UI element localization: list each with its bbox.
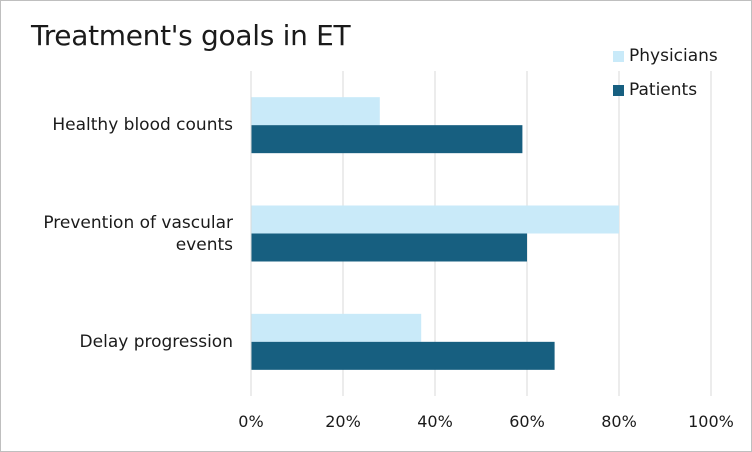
x-tick-label-5: 100% [688, 412, 734, 431]
chart-title: Treatment's goals in ET [31, 19, 351, 52]
category-label-0: Healthy blood counts [52, 115, 233, 136]
bar-physicians-1 [251, 205, 619, 234]
legend-swatch-patients [613, 84, 624, 96]
legend-swatch-physicians [613, 50, 624, 62]
bar-physicians-0 [251, 97, 380, 126]
x-tick-label-4: 80% [601, 412, 637, 431]
bar-patients-0 [251, 125, 523, 154]
bar-physicians-2 [251, 313, 422, 342]
category-label-1: Prevention of vascular events [43, 212, 233, 255]
x-tick-label-0: 0% [238, 412, 263, 431]
category-label-2: Delay progression [79, 331, 233, 352]
bar-patients-1 [251, 233, 527, 262]
chart-legend: Physicians Patients [613, 39, 718, 107]
legend-label-physicians: Physicians [629, 46, 718, 66]
legend-item-physicians: Physicians [613, 39, 718, 73]
x-tick-label-3: 60% [509, 412, 545, 431]
legend-item-patients: Patients [613, 73, 718, 107]
x-tick-label-1: 20% [325, 412, 361, 431]
bar-patients-2 [251, 341, 555, 370]
legend-label-patients: Patients [629, 80, 698, 100]
x-tick-label-2: 40% [417, 412, 453, 431]
